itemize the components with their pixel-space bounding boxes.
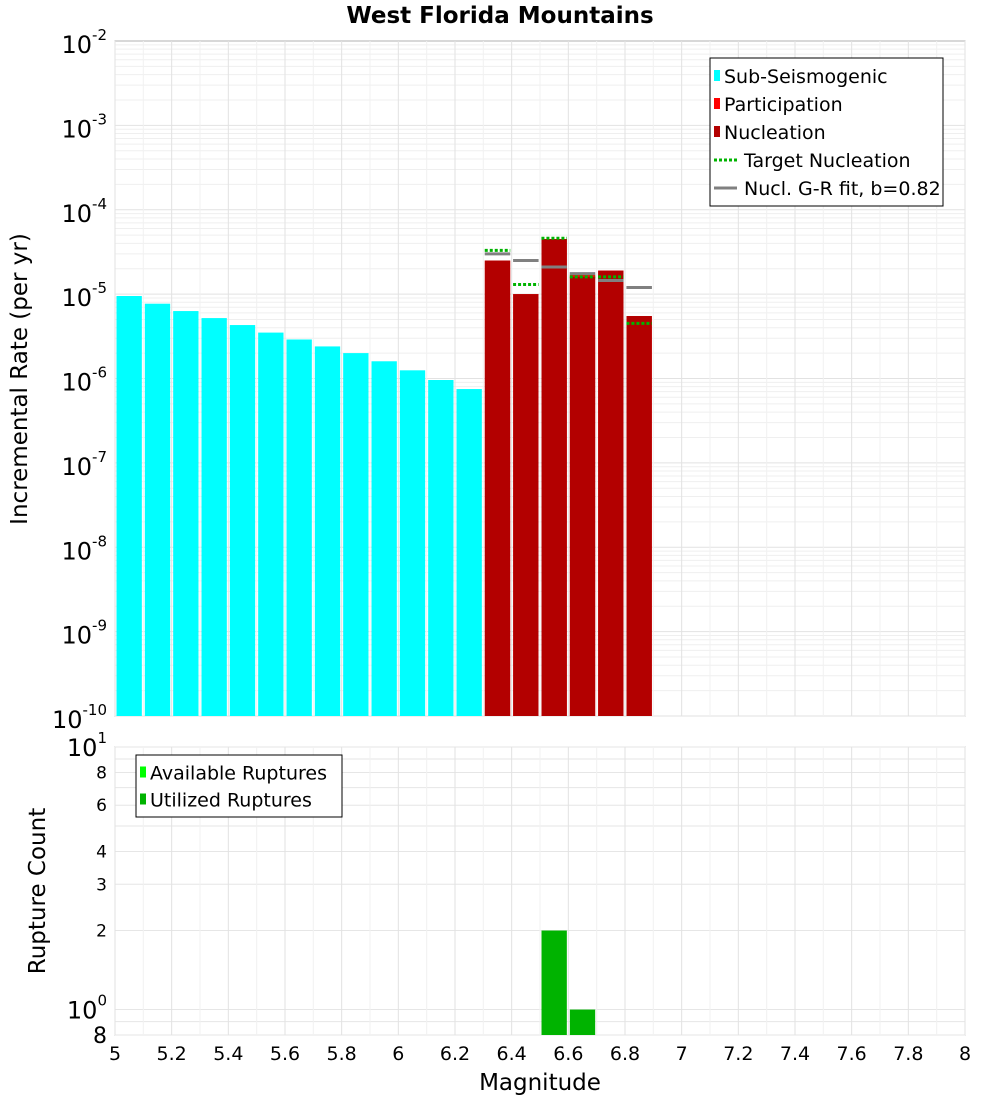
x-tick-label: 7.2: [723, 1043, 753, 1065]
y-tick-label: 2: [96, 922, 107, 942]
bar-nucleation: [541, 239, 567, 716]
top-plot: 10-10 10-9 10-8 10-7 10-6 10-5 10-4 10-3 10-2 Su…: [7, 26, 966, 734]
x-tick-label: 5.6: [270, 1043, 300, 1065]
legend-box: [709, 57, 944, 207]
y-tick-label: 100: [67, 992, 107, 1025]
bar-nucleation: [626, 316, 652, 716]
legend-label: Utilized Ruptures: [150, 790, 312, 812]
y-tick-label: 101: [67, 729, 107, 762]
legend-label: Nucl. G-R fit, b=0.82: [744, 178, 941, 200]
bar-sub-seismogenic: [201, 318, 227, 716]
bar-sub-seismogenic: [144, 303, 171, 716]
legend-swatch: [140, 766, 146, 778]
x-tick-label: 7.8: [893, 1043, 923, 1065]
x-tick-label: 6.2: [440, 1043, 470, 1065]
bar-sub-seismogenic: [314, 346, 341, 716]
bar-sub-seismogenic: [428, 379, 454, 716]
x-tick-label: 7.6: [837, 1043, 867, 1065]
legend-label: Sub-Seismogenic: [724, 66, 888, 88]
y-tick-label: 10-9: [61, 617, 107, 650]
y-tick-label: 10-6: [61, 364, 107, 397]
x-tick-label: 5: [109, 1043, 121, 1065]
x-tick-label: 6.6: [553, 1043, 583, 1065]
bar-sub-seismogenic: [343, 353, 369, 716]
bottom-plot-y-axis-label: Rupture Count: [25, 808, 51, 974]
legend-swatch: [714, 98, 720, 109]
x-tick-label: 5.8: [327, 1043, 357, 1065]
legend-label: Participation: [724, 94, 843, 116]
y-tick-label: 10-7: [61, 448, 107, 481]
legend-swatch: [140, 793, 146, 805]
legend-swatch: [714, 70, 720, 81]
y-tick-label: 10-4: [61, 195, 107, 228]
y-tick-label: 10-2: [61, 26, 107, 59]
bottom-plot-legend: Available Ruptures Utilized Ruptures: [135, 754, 343, 818]
x-tick-label: 5.2: [157, 1043, 187, 1065]
x-tick-label: 8: [959, 1043, 971, 1065]
bar-utilized-ruptures: [569, 1009, 596, 1035]
x-tick-label: 6.8: [610, 1043, 640, 1065]
top-plot-bars: [116, 239, 652, 716]
x-tick-label: 6.4: [497, 1043, 527, 1065]
bar-utilized-ruptures: [541, 930, 567, 1035]
x-axis-label: Magnitude: [479, 1070, 601, 1096]
bar-nucleation: [513, 294, 539, 716]
y-tick-label: 8: [96, 763, 107, 783]
y-tick-label: 4: [96, 842, 107, 862]
chart-title: West Florida Mountains: [346, 3, 653, 29]
top-plot-legend: Sub-Seismogenic Participation Nucleation Ta…: [709, 57, 944, 207]
x-tick-label: 7.4: [780, 1043, 810, 1065]
y-tick-label: 10-8: [61, 532, 107, 565]
top-plot-y-ticks: 10-10 10-9 10-8 10-7 10-6 10-5 10-4 10-3 10-2: [52, 26, 107, 734]
x-tick-label: 7: [676, 1043, 688, 1065]
legend-label: Available Ruptures: [150, 763, 327, 785]
y-tick-label: 3: [96, 875, 107, 895]
bottom-plot-bars: [541, 930, 596, 1035]
bottom-plot-grid: [114, 746, 966, 1036]
legend-box: [135, 754, 343, 818]
bar-nucleation: [484, 260, 511, 716]
legend-label: Nucleation: [724, 122, 826, 144]
x-tick-label: 6: [392, 1043, 404, 1065]
bar-sub-seismogenic: [116, 296, 142, 716]
bar-sub-seismogenic: [286, 339, 312, 716]
y-tick-label: 10-5: [61, 279, 107, 312]
y-tick-label: 10-3: [61, 110, 107, 143]
top-plot-y-axis-label: Incremental Rate (per yr): [7, 233, 33, 525]
bar-sub-seismogenic: [399, 370, 426, 716]
bar-sub-seismogenic: [173, 311, 199, 716]
bar-sub-seismogenic: [258, 332, 284, 716]
legend-label: Target Nucleation: [743, 150, 911, 172]
y-tick-label: 6: [96, 796, 107, 816]
legend-swatch: [714, 126, 720, 137]
bar-nucleation: [569, 276, 596, 716]
bar-nucleation: [598, 270, 624, 716]
top-plot-lines: [484, 236, 652, 325]
y-tick-label: 8: [93, 1024, 107, 1049]
bar-sub-seismogenic: [371, 361, 397, 716]
bar-sub-seismogenic: [456, 389, 482, 716]
bar-sub-seismogenic: [229, 325, 256, 716]
x-tick-label: 5.4: [213, 1043, 243, 1065]
y-tick-label: 10-10: [52, 701, 107, 734]
bottom-plot-x-ticks: 5 5.2 5.4 5.6 5.8 6 6.2 6.4 6.6 6.8 7 7.2 7.4 7.6 7.8 8: [109, 1043, 971, 1065]
